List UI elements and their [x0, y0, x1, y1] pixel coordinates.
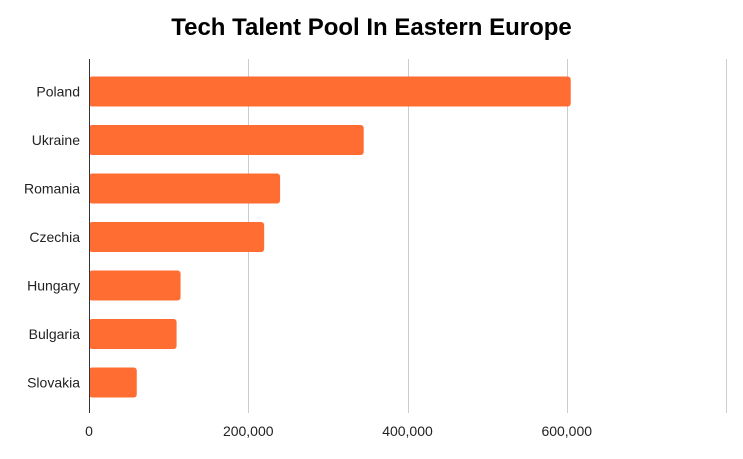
x-tick-label: 200,000: [223, 423, 274, 439]
category-label: Hungary: [27, 278, 80, 294]
x-tick-label: 600,000: [541, 423, 592, 439]
bar-hungary: [89, 270, 181, 301]
bar-romania: [89, 173, 281, 204]
bar-poland: [89, 76, 571, 107]
bar-ukraine: [89, 125, 364, 155]
bar-czechia: [89, 222, 265, 252]
category-label: Poland: [36, 84, 80, 100]
category-label: Ukraine: [32, 132, 80, 148]
category-label: Slovakia: [27, 375, 80, 391]
bar-slovakia: [89, 367, 137, 398]
chart-title: Tech Talent Pool In Eastern Europe: [171, 14, 572, 41]
category-label: Romania: [24, 181, 80, 197]
bar-bulgaria: [89, 319, 177, 349]
x-tick-label: 400,000: [382, 423, 433, 439]
category-label: Bulgaria: [29, 326, 81, 342]
category-label: Czechia: [29, 229, 80, 245]
x-tick-label: 0: [85, 423, 93, 439]
